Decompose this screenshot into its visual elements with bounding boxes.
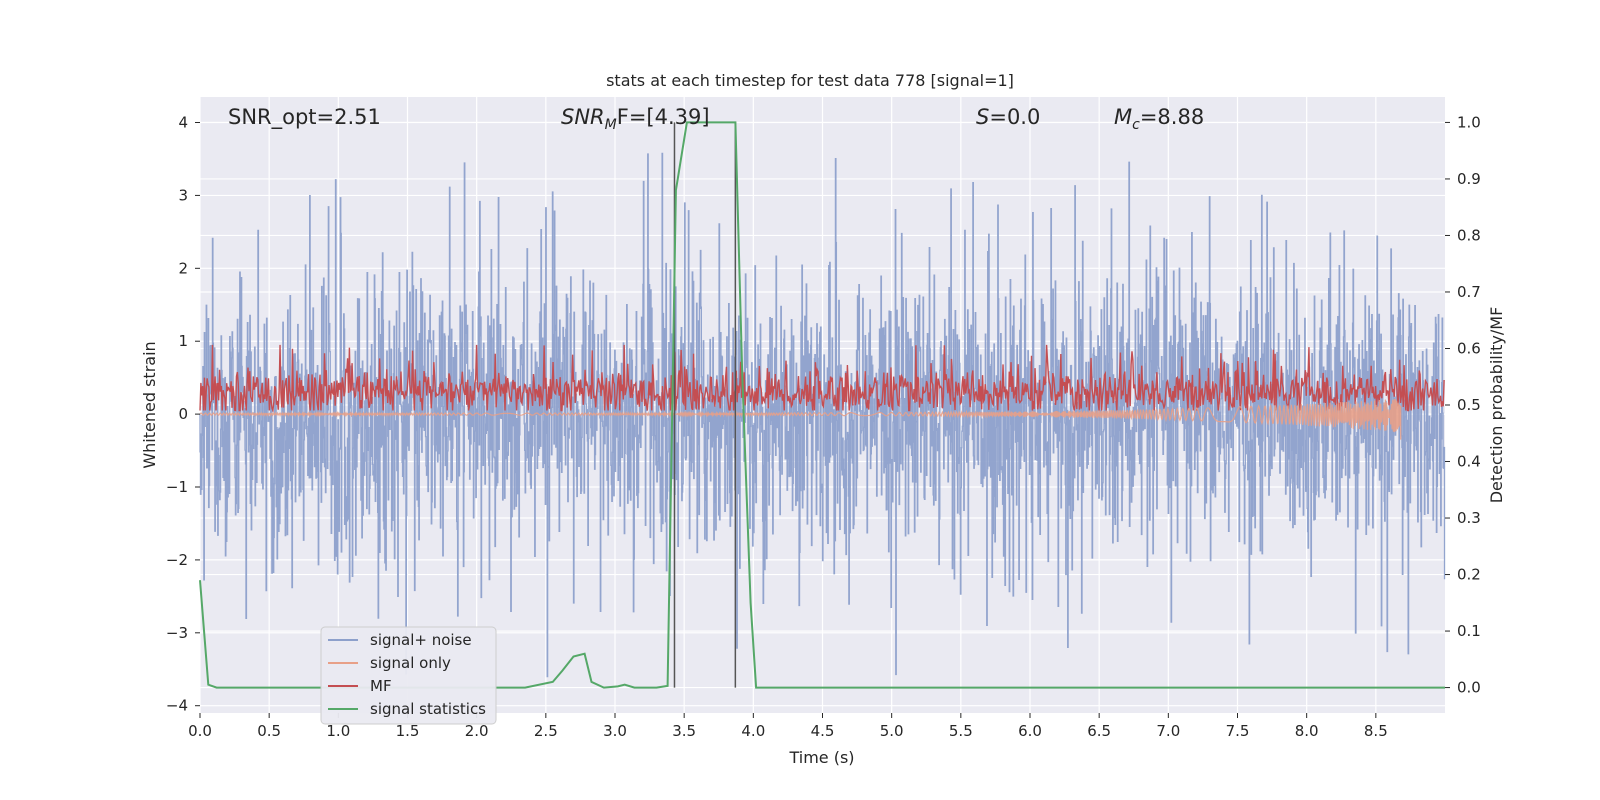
y-right-tick-label: 0.1 [1457, 622, 1481, 640]
x-axis-label: Time (s) [788, 748, 854, 767]
legend-label-signal-statistics: signal statistics [370, 700, 486, 718]
x-tick-label: 7.0 [1156, 722, 1180, 740]
x-tick-label: 6.5 [1087, 722, 1111, 740]
x-tick-label: 0.5 [257, 722, 281, 740]
annotation-mc-symbol: M [1114, 105, 1132, 129]
x-tick-label: 5.5 [949, 722, 973, 740]
y-right-tick-label: 0.9 [1457, 170, 1481, 188]
x-tick-label: 1.0 [326, 722, 350, 740]
y-tick-label: 1 [178, 332, 188, 350]
annotation-mc-value: =8.88 [1140, 105, 1204, 129]
y-axis-right-label: Detection probability/MF [1487, 307, 1506, 504]
y-axis-ticks: −4 −3 −2 −1 0 1 2 3 4 [166, 114, 200, 715]
annotation-snr-mf: SNRMF=[4.39] [561, 105, 710, 133]
x-tick-label: 1.5 [396, 722, 420, 740]
annotation-snr-mf-symbol: SNR [561, 105, 605, 129]
x-tick-label: 7.5 [1226, 722, 1250, 740]
x-tick-label: 4.0 [741, 722, 765, 740]
y-tick-label: −3 [166, 624, 188, 642]
y-right-tick-label: 0.2 [1457, 566, 1481, 584]
y-tick-label: 2 [178, 259, 188, 277]
chart-title: stats at each timestep for test data 778… [606, 71, 1014, 90]
annotation-snr-opt: SNR_opt=2.51 [228, 105, 381, 130]
x-tick-label: 5.0 [880, 722, 904, 740]
y-axis-label: Whitened strain [140, 341, 159, 468]
y-right-tick-label: 0.3 [1457, 509, 1481, 527]
annotation-s: S=0.0 [976, 105, 1040, 129]
series-signal-statistics-line [199, 121, 1445, 689]
series-signal-only [199, 398, 1402, 440]
annotation-mc: Mc=8.88 [1114, 105, 1204, 133]
y-right-tick-label: 0.4 [1457, 453, 1481, 471]
x-tick-label: 2.0 [465, 722, 489, 740]
annotation-mc-subscript: c [1132, 117, 1140, 133]
series-mf [199, 344, 1445, 414]
series-mf-line [199, 344, 1445, 414]
y-right-tick-label: 0.8 [1457, 226, 1481, 244]
y-tick-label: −2 [166, 551, 188, 569]
x-tick-label: 0.0 [188, 722, 212, 740]
y-tick-label: 0 [178, 405, 188, 423]
y-tick-label: −4 [166, 697, 188, 715]
legend-label-signal-noise: signal+ noise [370, 631, 472, 649]
legend: signal+ noise signal only MF signal stat… [320, 626, 497, 725]
x-tick-label: 6.0 [1018, 722, 1042, 740]
legend-label-signal-only: signal only [370, 654, 451, 672]
y-right-tick-label: 0.6 [1457, 339, 1481, 357]
annotation-snr-mf-subscript: M [605, 117, 617, 133]
y-tick-label: 3 [178, 186, 188, 204]
y-tick-label: 4 [178, 114, 188, 132]
annotation-s-symbol: S [976, 105, 989, 129]
y-right-tick-label: 1.0 [1457, 113, 1481, 131]
x-tick-label: 2.5 [534, 722, 558, 740]
legend-box [320, 626, 497, 725]
x-tick-label: 3.0 [603, 722, 627, 740]
x-tick-label: 3.5 [672, 722, 696, 740]
x-tick-label: 8.0 [1295, 722, 1319, 740]
y-tick-label: −1 [166, 478, 188, 496]
y-right-tick-label: 0.0 [1457, 679, 1481, 697]
legend-label-mf: MF [370, 677, 392, 695]
y-right-tick-label: 0.7 [1457, 283, 1481, 301]
annotation-s-value: =0.0 [989, 105, 1040, 129]
x-axis-ticks: 0.0 0.5 1.0 1.5 2.0 2.5 3.0 3.5 4.0 4.5 5.0 5.5 6.0 6… [188, 713, 1388, 740]
y-axis-right-ticks: 0.0 0.1 0.2 0.3 0.4 0.5 0.6 0.7 0.8 0.9 1.0 [1445, 113, 1481, 697]
y-right-tick-label: 0.5 [1457, 396, 1481, 414]
x-tick-label: 4.5 [811, 722, 835, 740]
annotation-snr-mf-value: F=[4.39] [617, 105, 710, 129]
x-tick-label: 8.5 [1364, 722, 1388, 740]
series-signal-statistics [199, 121, 1445, 689]
series-signal-only-line [199, 398, 1402, 440]
